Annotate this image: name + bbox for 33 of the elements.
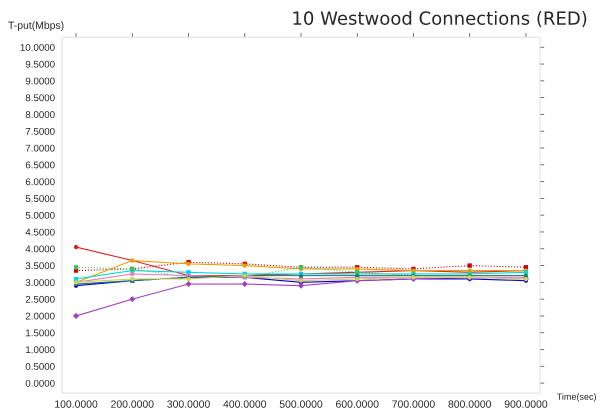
y-tick-label: 7.0000	[26, 144, 55, 152]
x-tick-label: 400.0000	[223, 400, 266, 408]
y-tick-label: 5.5000	[26, 195, 55, 202]
y-tick-label: 4.0000	[26, 245, 55, 252]
y-tick-label: 10.0000	[20, 44, 55, 51]
chart-title: 10 Westwood Connections (RED)	[293, 10, 586, 28]
y-tick-label: 2.5000	[26, 296, 55, 303]
y-tick-label: 1.0000	[26, 346, 55, 354]
y-tick-label: 8.0000	[26, 111, 55, 118]
y-tick-label: 0.5000	[26, 363, 55, 370]
x-tick-label: 900.0000	[504, 400, 548, 408]
y-tick-label: 7.5000	[26, 128, 55, 135]
x-tick-label: 300.0000	[167, 400, 210, 408]
x-tick-label: 500.0000	[280, 400, 322, 408]
y-tick-label: 5.0000	[26, 212, 55, 219]
x-tick-label: 800.0000	[448, 400, 492, 408]
x-tick-label: 700.0000	[392, 400, 435, 408]
y-tick-label: 0.0000	[26, 380, 55, 387]
y-tick-label: 9.0000	[26, 78, 55, 84]
x-axis-title: Time(sec)	[556, 393, 596, 402]
y-tick-label: 4.5000	[26, 228, 55, 236]
y-tick-label: 3.5000	[26, 262, 55, 270]
x-tick-label: 600.0000	[336, 400, 379, 408]
y-tick-label: 9.5000	[26, 60, 55, 68]
x-tick-label: 200.0000	[111, 400, 154, 408]
y-tick-label: 6.0000	[26, 178, 55, 186]
x-tick-label: 100.0000	[55, 400, 98, 408]
y-tick-label: 2.0000	[26, 312, 55, 320]
y-tick-label: 1.5000	[26, 329, 55, 336]
y-axis-title: T-put(Mbps)	[8, 21, 64, 31]
y-tick-label: 8.5000	[26, 94, 55, 102]
y-tick-label: 6.5000	[26, 162, 55, 168]
y-tick-label: 3.0000	[26, 279, 55, 286]
